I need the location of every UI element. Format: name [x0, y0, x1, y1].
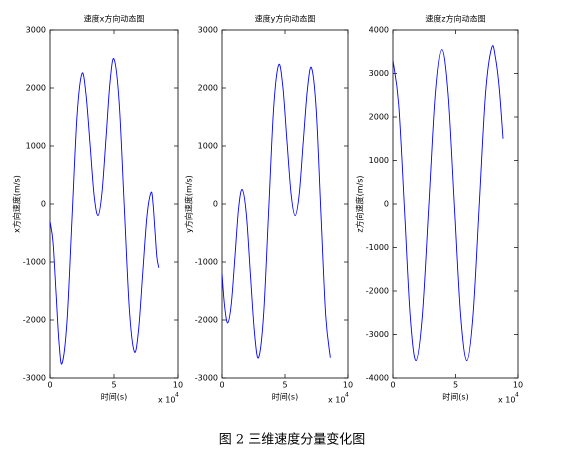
x-axis-label: 时间(s) — [272, 392, 298, 402]
y-tick-label: 2000 — [198, 84, 218, 93]
y-tick-label: 2000 — [26, 84, 46, 93]
x-tick-label: 5 — [111, 381, 116, 390]
y-tick-label: 3000 — [369, 69, 389, 78]
x-tick-label: 10 — [173, 381, 183, 390]
y-tick-label: 0 — [213, 200, 218, 209]
y-axis-label: z方向速度(m/s) — [355, 175, 365, 232]
y-axis-label: x方向速度(m/s) — [12, 175, 22, 233]
y-tick-label: -1000 — [23, 258, 46, 267]
x-axis-label: 时间(s) — [442, 392, 468, 402]
x-multiplier: x 10 — [498, 396, 515, 405]
y-tick-label: 1000 — [198, 142, 218, 151]
y-tick-label: -3000 — [23, 374, 46, 383]
y-tick-label: -2000 — [23, 316, 46, 325]
x-tick-label: 5 — [453, 381, 458, 390]
x-tick-label: 0 — [47, 381, 52, 390]
y-tick-label: -2000 — [195, 316, 218, 325]
y-axis-label: y方向速度(m/s) — [184, 175, 194, 233]
plot-area — [221, 29, 349, 379]
x-tick-label: 0 — [219, 381, 224, 390]
y-tick-label: 3000 — [198, 26, 218, 35]
y-tick-label: 0 — [41, 200, 46, 209]
x-tick-label: 10 — [343, 381, 353, 390]
y-tick-label: -1000 — [366, 243, 389, 252]
y-tick-label: 2000 — [369, 113, 389, 122]
subplot-title: 速度x方向动态图 — [84, 14, 145, 24]
x-tick-label: 0 — [390, 381, 395, 390]
x-axis-label: 时间(s) — [101, 392, 127, 402]
x-multiplier: x 10 — [158, 396, 175, 405]
data-line — [221, 63, 331, 359]
y-tick-label: -2000 — [366, 287, 389, 296]
y-tick-label: 3000 — [26, 26, 46, 35]
x-tick-label: 10 — [513, 381, 523, 390]
y-tick-label: -1000 — [195, 258, 218, 267]
data-line — [392, 45, 504, 362]
y-tick-label: 1000 — [369, 156, 389, 165]
y-tick-label: -4000 — [366, 374, 389, 383]
caption: 图 2 三维速度分量变化图 — [219, 432, 366, 448]
plot-area — [392, 29, 519, 379]
subplot-title: 速度z方向动态图 — [425, 14, 485, 24]
x-multiplier-exponent: 4 — [345, 392, 349, 399]
x-multiplier-exponent: 4 — [175, 392, 179, 399]
y-tick-label: 4000 — [369, 26, 389, 35]
data-line — [49, 58, 160, 365]
y-tick-label: -3000 — [195, 374, 218, 383]
x-tick-label: 5 — [282, 381, 287, 390]
y-tick-label: 1000 — [26, 142, 46, 151]
plot-area — [49, 29, 179, 379]
subplot-title: 速度y方向动态图 — [255, 14, 316, 24]
x-multiplier-exponent: 4 — [515, 392, 519, 399]
y-tick-label: -3000 — [366, 330, 389, 339]
y-tick-label: 0 — [384, 200, 389, 209]
x-multiplier: x 10 — [328, 396, 345, 405]
